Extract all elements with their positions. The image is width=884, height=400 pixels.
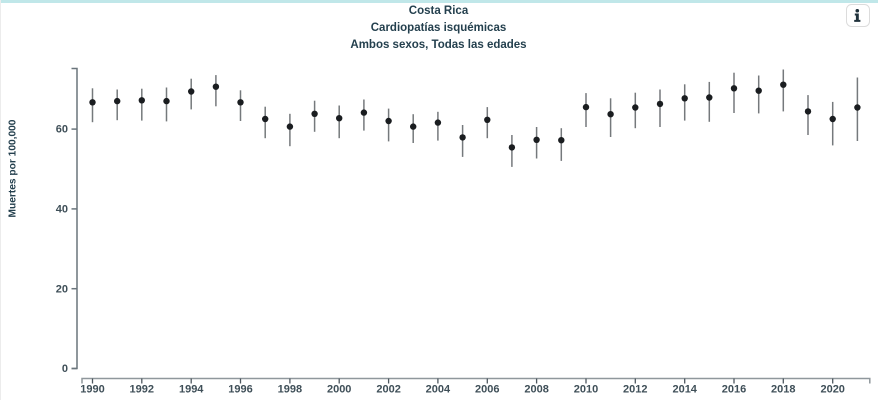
svg-text:60: 60: [56, 124, 68, 136]
svg-text:2000: 2000: [327, 384, 351, 396]
svg-text:2020: 2020: [820, 384, 844, 396]
svg-text:2018: 2018: [771, 384, 795, 396]
svg-text:2006: 2006: [475, 384, 499, 396]
svg-text:2008: 2008: [524, 384, 548, 396]
svg-text:2004: 2004: [426, 384, 451, 396]
svg-text:1990: 1990: [80, 384, 104, 396]
svg-text:1998: 1998: [278, 384, 302, 396]
svg-text:1992: 1992: [130, 384, 154, 396]
svg-text:20: 20: [56, 283, 68, 295]
svg-text:40: 40: [56, 204, 68, 216]
svg-text:2010: 2010: [574, 384, 598, 396]
svg-text:2014: 2014: [672, 384, 697, 396]
svg-text:1996: 1996: [228, 384, 252, 396]
svg-text:1994: 1994: [179, 384, 204, 396]
svg-text:2012: 2012: [623, 384, 647, 396]
svg-text:2016: 2016: [722, 384, 746, 396]
svg-text:0: 0: [62, 363, 68, 375]
svg-text:2002: 2002: [376, 384, 400, 396]
